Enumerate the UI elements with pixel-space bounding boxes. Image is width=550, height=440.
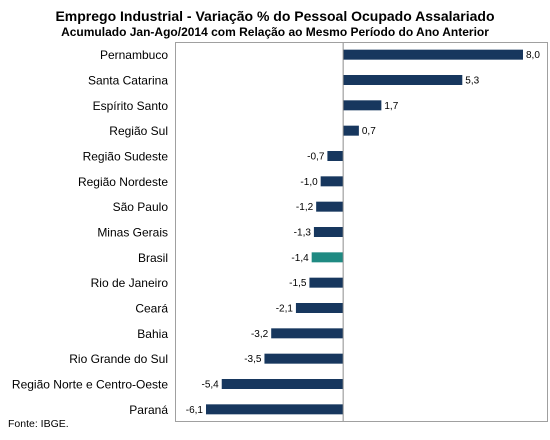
category-label: Espírito Santo — [93, 99, 169, 113]
category-label: Bahia — [137, 327, 168, 341]
bar — [343, 125, 359, 136]
bar — [343, 49, 523, 60]
bar — [221, 379, 344, 389]
category-label: Rio Grande do Sul — [69, 352, 168, 366]
source-note: Fonte: IBGE. — [8, 418, 69, 430]
data-label: -1,0 — [300, 177, 318, 188]
bar — [327, 151, 344, 161]
data-label: 5,3 — [465, 76, 479, 87]
category-label: Ceará — [135, 302, 168, 316]
data-label: -6,1 — [186, 405, 204, 416]
category-label: Região Nordeste — [78, 175, 168, 189]
data-label: -1,4 — [291, 253, 309, 264]
bar — [343, 100, 382, 111]
category-label: Pernambuco — [100, 48, 168, 62]
data-label: -5,4 — [202, 380, 220, 391]
category-label: São Paulo — [113, 200, 169, 214]
chart-subtitle: Acumulado Jan-Ago/2014 com Relação ao Me… — [61, 25, 489, 39]
bar — [295, 303, 344, 313]
category-label: Rio de Janeiro — [91, 276, 169, 290]
data-label: 1,7 — [384, 101, 398, 112]
chart-title: Emprego Industrial - Variação % do Pesso… — [55, 8, 495, 24]
data-label: -1,2 — [296, 202, 314, 213]
plot-area — [175, 42, 548, 422]
category-label: Região Norte e Centro-Oeste — [12, 378, 168, 392]
bar — [271, 328, 344, 339]
category-label: Paraná — [129, 403, 168, 417]
category-label: Região Sul — [109, 124, 168, 138]
bar — [311, 252, 344, 263]
bar — [206, 404, 344, 415]
bar — [309, 277, 344, 288]
data-label: -3,5 — [244, 354, 262, 365]
data-label: -1,5 — [289, 278, 307, 289]
data-label: -0,7 — [307, 152, 325, 163]
bar — [316, 201, 344, 212]
category-label: Brasil — [138, 251, 168, 265]
category-label: Região Sudeste — [83, 150, 169, 164]
bar — [264, 353, 344, 364]
data-label: 0,7 — [362, 126, 376, 137]
data-label: -1,3 — [294, 228, 312, 239]
category-label: Santa Catarina — [88, 74, 168, 88]
data-label: -3,2 — [251, 329, 269, 340]
data-label: 8,0 — [526, 50, 540, 61]
category-label: Minas Gerais — [97, 226, 168, 240]
bar — [343, 75, 463, 85]
bar — [313, 227, 344, 237]
data-label: -2,1 — [276, 304, 294, 315]
bar — [320, 176, 344, 187]
